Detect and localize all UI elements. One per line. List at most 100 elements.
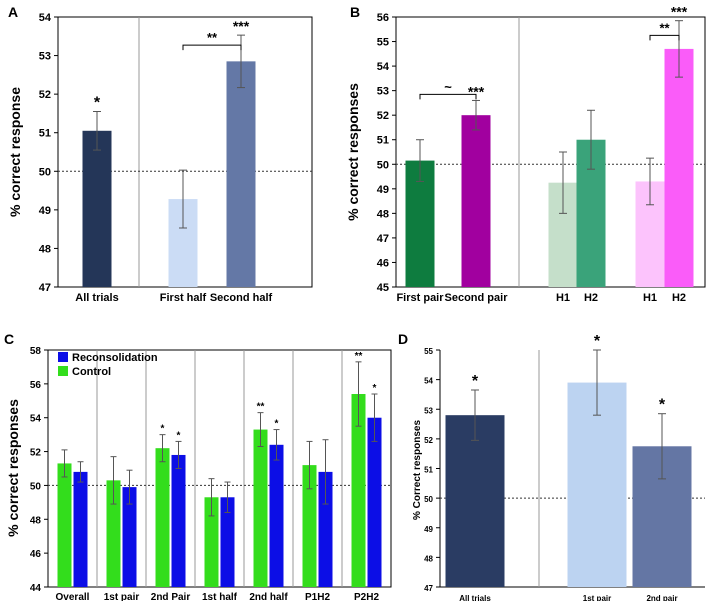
- panel-b-y-axis-label: % correct responses: [345, 83, 361, 221]
- panel-c-category-label: Overall: [56, 592, 90, 601]
- panel-c-bar: [367, 417, 382, 587]
- panel-b-bracket-label: ~: [444, 79, 452, 94]
- panel-a-significance-star: *: [94, 95, 101, 112]
- panel-a-bar: [82, 130, 112, 287]
- panel-c-bar: [73, 471, 88, 587]
- panel-c-bar: [57, 463, 72, 587]
- panel-a-bracket-label: **: [207, 30, 218, 45]
- panel-d-y-tick-label: 54: [424, 377, 433, 386]
- panel-c-bar: [269, 444, 284, 587]
- panel-b-y-tick-label: 50: [377, 159, 389, 171]
- panel-b-y-tick-label: 55: [377, 37, 389, 49]
- panel-d-bar: [567, 382, 627, 587]
- panel-b-category-label: First pair: [396, 292, 444, 304]
- panel-a-y-tick-label: 52: [39, 89, 51, 101]
- panel-b-category-label: H2: [584, 292, 598, 304]
- panel-d: D % Correct responses 47 48 49 50 51 52 53 54 55 *…: [398, 331, 705, 601]
- panel-d-y-tick-label: 52: [424, 436, 433, 445]
- panel-b-letter: B: [350, 4, 360, 20]
- panel-c-bar: [318, 471, 333, 587]
- panel-c-bar: [220, 497, 235, 587]
- panel-b-significance-bracket: [419, 93, 477, 100]
- panel-a-y-tick-label: 47: [39, 282, 51, 294]
- panel-b-category-label: Second pair: [445, 292, 509, 304]
- panel-a-category-label: All trials: [75, 292, 118, 304]
- panel-c-bar: [106, 480, 121, 587]
- panel-a-y-axis-label: % correct response: [7, 87, 23, 217]
- panel-a-y-tick-label: 48: [39, 243, 51, 255]
- panel-d-y-tick-label: 47: [424, 584, 433, 593]
- panel-c-letter: C: [4, 331, 14, 347]
- panel-c-bar: [253, 429, 268, 587]
- panel-d-y-axis-label: % Correct responses: [412, 420, 423, 520]
- panel-c-y-tick-label: 56: [30, 380, 42, 391]
- panel-b-bracket-label: **: [659, 20, 670, 35]
- panel-c-y-tick-label: 48: [30, 515, 42, 526]
- panel-c-y-tick-label: 50: [30, 481, 42, 492]
- panel-c-legend-swatch: [58, 352, 68, 362]
- panel-a-y-tick-label: 53: [39, 51, 51, 63]
- panel-a-y-tick-label: 51: [39, 128, 51, 140]
- panel-d-significance-star: *: [472, 373, 479, 390]
- panel-d-category-label: 1st pair: [583, 594, 611, 601]
- panel-b-category-label: H1: [643, 292, 657, 304]
- panel-a-category-label: Second half: [210, 292, 273, 304]
- panel-c-y-tick-label: 44: [30, 583, 42, 594]
- panel-c-bar: [204, 497, 219, 587]
- panel-d-y-tick-label: 48: [424, 554, 433, 563]
- panel-c-significance-star: **: [355, 351, 363, 362]
- panel-d-y-tick-label: 53: [424, 406, 433, 415]
- panel-a-bar: [226, 61, 256, 287]
- panel-a-category-label: First half: [160, 292, 207, 304]
- panel-c-y-axis-label: % correct responses: [5, 399, 21, 537]
- panel-b-y-tick-label: 54: [377, 61, 390, 73]
- panel-d-bar: [445, 415, 505, 587]
- panel-a-y-tick-label: 54: [39, 12, 52, 24]
- panel-d-letter: D: [398, 331, 408, 347]
- panel-b-y-tick-label: 53: [377, 86, 389, 98]
- panel-c-category-label: 2nd half: [249, 592, 288, 601]
- panel-b-y-tick-label: 48: [377, 208, 389, 220]
- panel-b-bar: [664, 48, 694, 288]
- panel-c-bar: [155, 448, 170, 587]
- panel-c-category-label: P1H2: [305, 592, 330, 601]
- panel-a-significance-bracket: [182, 44, 242, 51]
- panel-c-legend-label: Reconsolidation: [72, 352, 158, 364]
- panel-a: A % correct response 47 48 49 50 51 52 53 54 * All…: [7, 4, 313, 304]
- panel-a-letter: A: [8, 4, 18, 20]
- panel-b-y-tick-label: 47: [377, 233, 389, 245]
- panel-c-significance-star: *: [275, 419, 279, 430]
- panel-c-y-tick-label: 52: [30, 448, 42, 459]
- panel-d-category-label: All trials: [459, 594, 491, 601]
- panel-c-bar: [351, 394, 366, 587]
- panel-b: B % correct responses 45 46 47 48 49 50 51 52 53 5…: [345, 4, 706, 304]
- panel-b-significance-bracket: [649, 34, 680, 41]
- panel-b-y-tick-label: 45: [377, 282, 389, 294]
- panel-a-significance-star: ***: [233, 18, 250, 34]
- panel-c: C % correct responses 44 46 48 50 52 54 56 58 Ove…: [4, 331, 392, 601]
- panel-c-significance-star: *: [177, 430, 181, 441]
- panel-d-significance-star: *: [659, 397, 666, 414]
- panel-c-bar: [171, 454, 186, 587]
- panel-c-significance-star: *: [373, 383, 377, 394]
- panel-b-significance-star: ***: [468, 83, 485, 99]
- panel-b-category-label: H2: [672, 292, 686, 304]
- panel-c-legend-label: Control: [72, 366, 111, 378]
- panel-b-y-tick-label: 46: [377, 257, 389, 269]
- panel-b-y-tick-label: 56: [377, 12, 389, 24]
- panel-a-y-tick-label: 50: [39, 166, 51, 178]
- panel-b-y-tick-label: 52: [377, 110, 389, 122]
- panel-a-y-tick-label: 49: [39, 205, 51, 217]
- panel-d-category-label: 2nd pair: [646, 594, 677, 601]
- panel-b-category-label: H1: [556, 292, 570, 304]
- panel-c-axes-frame: [47, 349, 392, 588]
- panel-c-legend-swatch: [58, 366, 68, 376]
- panel-b-significance-star: ***: [671, 4, 688, 20]
- panel-c-bar: [122, 487, 137, 587]
- panel-c-category-label: 1st half: [202, 592, 238, 601]
- panel-c-y-tick-label: 54: [30, 414, 42, 425]
- panel-d-significance-star: *: [594, 333, 601, 350]
- panel-c-y-tick-label: 58: [30, 346, 42, 357]
- panel-c-category-label: P2H2: [354, 592, 379, 601]
